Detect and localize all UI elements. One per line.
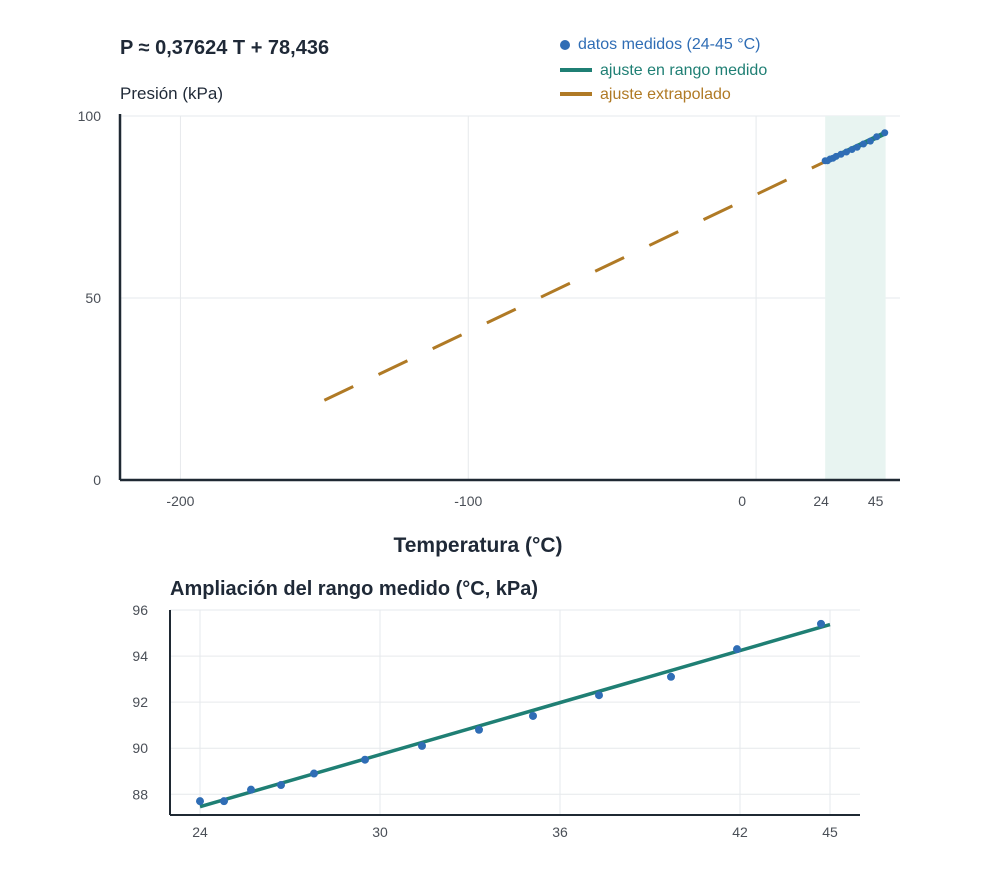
legend-label-extrapolated: ajuste extrapolado — [600, 86, 731, 103]
inset-y-tick-label-4: 96 — [132, 602, 148, 618]
inset-fit-line — [199, 622, 831, 809]
inset-data-point-6 — [418, 741, 426, 750]
inset-x-tick-label-1: 30 — [372, 824, 388, 840]
inset-tick-labels: 24 30 36 42 45 88 90 92 94 96 — [132, 602, 838, 840]
inset-data-point-3 — [277, 781, 285, 790]
inset-y-tick-label-0: 88 — [132, 786, 148, 802]
main-axes — [118, 114, 900, 482]
inset-data-point-7 — [475, 725, 483, 734]
inset-title: Ampliación del rango medido (°C, kPa) — [170, 578, 538, 600]
main-y-tick-label-0: 0 — [93, 472, 101, 488]
main-y-tick-label-2: 100 — [78, 108, 102, 124]
main-x-tick-label-3: 24 — [813, 493, 829, 509]
inset-data-point-9 — [595, 691, 603, 700]
inset-data-point-0 — [196, 797, 204, 806]
y-axis-label: Presión (kPa) — [120, 84, 223, 103]
main-x-tick-label-1: -100 — [454, 493, 482, 509]
inset-y-tick-label-2: 92 — [132, 694, 148, 710]
inset-data-point-1 — [220, 797, 228, 806]
extrapolated-fit-line — [323, 160, 826, 402]
main-data-point-12 — [881, 129, 889, 137]
inset-data-point-2 — [247, 785, 255, 794]
main-x-tick-label-4: 45 — [868, 493, 884, 509]
main-x-tick-label-0: -200 — [166, 493, 194, 509]
fit-equation: P ≈ 0,37624 T + 78,436 — [120, 37, 329, 59]
inset-y-tick-label-3: 94 — [132, 648, 148, 664]
inset-axes — [169, 610, 860, 816]
main-series-layer — [323, 129, 889, 402]
main-x-tick-label-2: 0 — [738, 493, 746, 509]
legend-label-measured: datos medidos (24-45 °C) — [578, 36, 760, 53]
main-y-tick-label-1: 50 — [85, 290, 101, 306]
inset-data-point-11 — [733, 645, 741, 654]
inset-x-tick-label-2: 36 — [552, 824, 568, 840]
legend: datos medidos (24-45 °C) ajuste en rango… — [560, 36, 767, 103]
inset-y-tick-label-1: 90 — [132, 740, 148, 756]
inset-data-point-12 — [817, 619, 825, 628]
main-data-point-10 — [866, 137, 874, 145]
inset-series-layer — [196, 619, 831, 809]
inset-data-point-10 — [667, 672, 675, 681]
measured-range-band — [825, 116, 886, 480]
main-data-point-11 — [873, 133, 881, 141]
main-tick-labels: -200 -100 0 24 45 0 50 100 — [78, 108, 884, 509]
inset-x-tick-label-0: 24 — [192, 824, 208, 840]
inset-x-tick-label-4: 45 — [822, 824, 838, 840]
inset-x-tick-label-3: 42 — [732, 824, 748, 840]
main-data-point-8 — [853, 143, 861, 151]
inset-data-point-8 — [529, 711, 537, 720]
inset-gridlines — [170, 609, 860, 815]
inset-data-point-5 — [361, 755, 369, 764]
main-data-point-9 — [859, 140, 867, 148]
inset-data-point-4 — [310, 769, 318, 778]
main-gridlines — [120, 115, 900, 481]
main-data-point-6 — [842, 148, 850, 156]
legend-marker-measured — [560, 40, 570, 50]
x-axis-label: Temperatura (°C) — [393, 534, 562, 557]
legend-label-fit: ajuste en rango medido — [600, 62, 767, 79]
main-data-point-5 — [837, 150, 845, 158]
